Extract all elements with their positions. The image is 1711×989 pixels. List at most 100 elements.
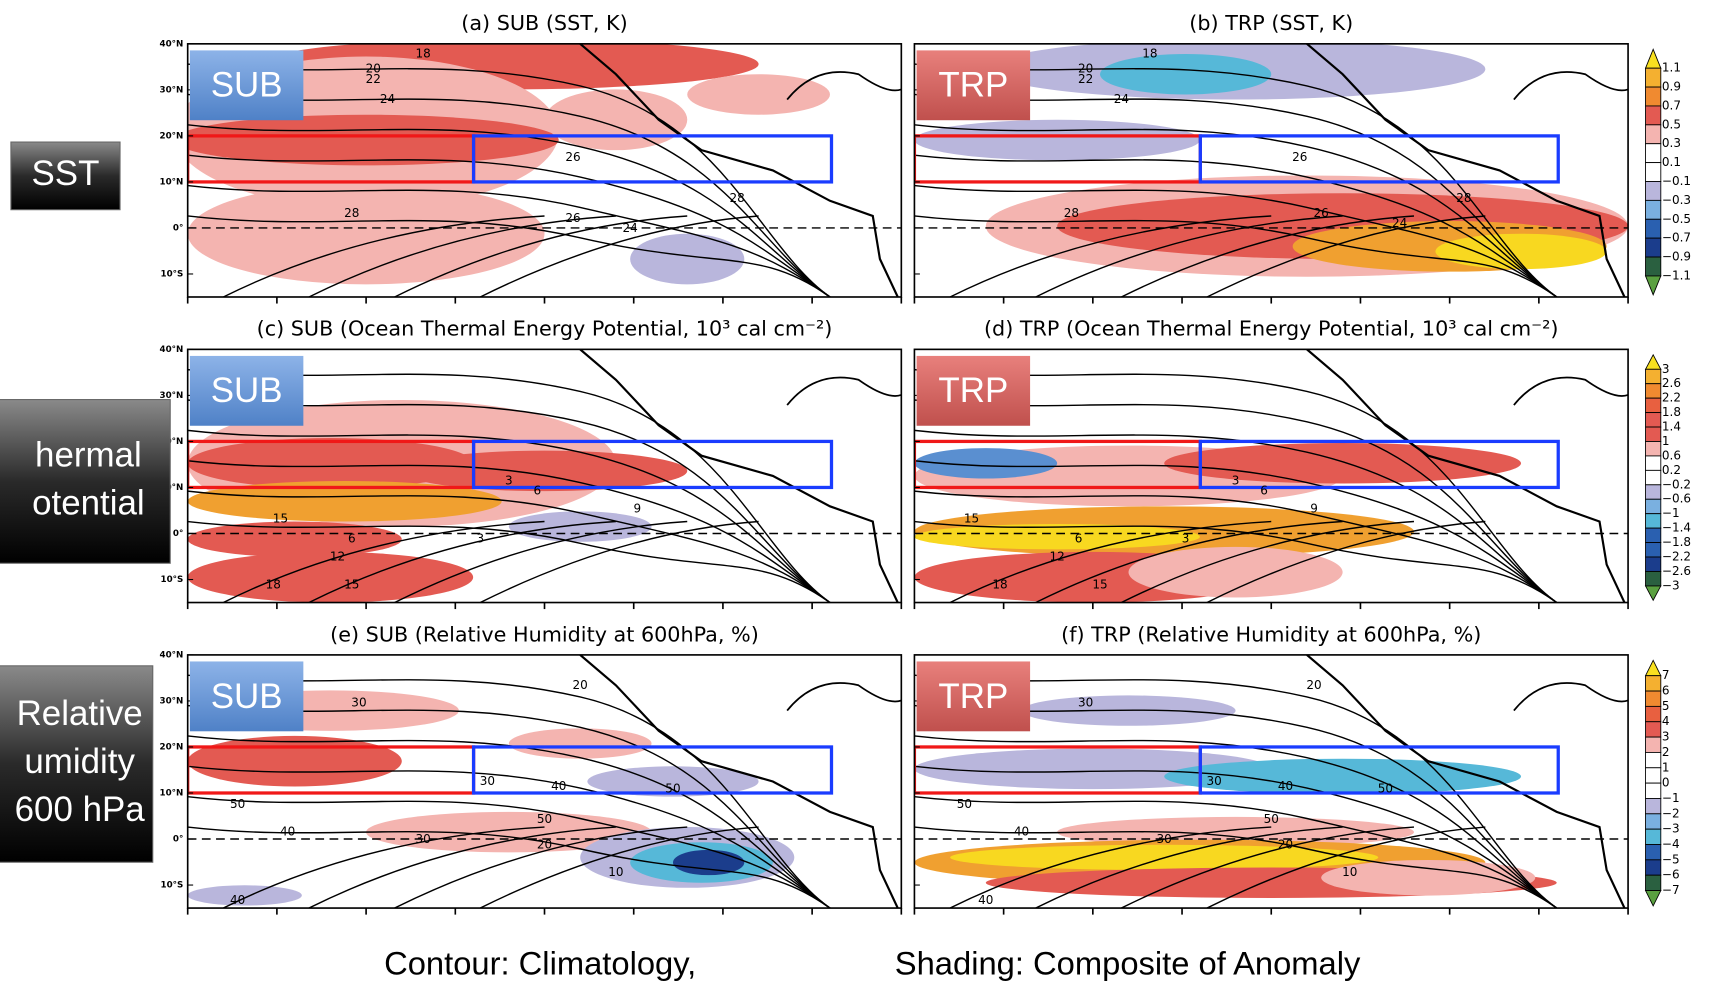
contour-line [308,520,616,603]
lat-label: 10°N [160,788,184,798]
map-panel: (c) SUB (Ocean Thermal Energy Potential,… [160,317,903,610]
contour-line [308,826,616,909]
panel-title: (c) SUB (Ocean Thermal Energy Potential,… [257,317,833,341]
colorbar-label: 2 [1662,745,1670,759]
colorbar-swatch [1645,143,1662,164]
colorbar-label: −3 [1662,822,1680,836]
contour-line [187,93,831,297]
region-box [1198,134,1560,184]
colorbar-swatch [1645,705,1662,723]
colorbar-swatch [1645,124,1662,145]
contour-line [914,490,1558,603]
anomaly-shading [1128,546,1343,598]
anomaly-shading [687,74,830,115]
contour-label: 15 [344,577,359,591]
row-label-box [0,665,154,863]
colorbar-label: −1.4 [1662,521,1691,535]
contour-line [914,184,1558,297]
colorbar-swatch [1645,441,1662,457]
contour-line [187,184,831,297]
map-content: 30 20 30 40 50 50 50 40 30 20 10 40 [187,654,902,909]
colorbar-arrow [1644,353,1662,370]
contour-label: 50 [537,812,552,826]
colorbar-swatch [1645,67,1662,88]
contour-line [187,154,831,297]
tag-text: SUB [211,66,283,105]
contour-line [1035,826,1343,909]
panel-title: (d) TRP (Ocean Thermal Energy Potential,… [984,317,1559,341]
contour-line [914,399,1558,603]
colorbar-swatch [1645,767,1662,784]
lat-label: 20°N [160,131,184,141]
anomaly-shading [1164,443,1522,484]
colorbar-swatch [1645,859,1662,876]
colorbar-label: −6 [1662,868,1680,882]
colorbar-swatch [1645,527,1662,544]
colorbar-label: 1.1 [1662,61,1681,75]
contour-line [1035,520,1343,603]
map-content: 3 6 9 15 6 3 12 18 15 [187,349,902,603]
colorbar-swatch [1645,218,1662,239]
map-panel: (e) SUB (Relative Humidity at 600hPa, %)… [160,622,903,915]
contour-label: 26 [1292,150,1307,164]
contour-line [914,735,1558,909]
colorbar-arrow [1644,890,1662,907]
contour-label: 40 [1014,825,1029,839]
coastline [579,349,899,603]
contour-line [479,826,759,909]
panel-title: (a) SUB (SST, K) [461,11,627,35]
region-box [471,745,834,795]
map-panel: (f) TRP (Relative Humidity at 600hPa, %)… [913,622,1629,915]
contour-line [187,460,831,603]
contour-label: 12 [330,549,345,563]
contour-line [187,368,831,603]
contour-line [223,520,545,603]
contour-label: 6 [534,484,542,498]
anomaly-shading [914,448,1058,479]
coastline [579,654,899,909]
region-box [1198,745,1560,795]
colorbar-label: −2.6 [1662,564,1691,578]
contour-label: 40 [1278,779,1293,793]
panel-title: (e) SUB (Relative Humidity at 600hPa, %) [330,622,759,646]
coastline [1306,43,1626,297]
colorbar-swatch [1645,455,1662,471]
region-box [471,439,834,490]
panel-tag: TRP [916,355,1031,426]
colorbar-arrow [1644,275,1662,296]
contour-label: 10 [1342,865,1357,879]
contour-label: 6 [1075,532,1083,546]
colorbar-label: 3 [1662,730,1670,744]
contour-line [914,460,1558,603]
colorbar-label: 7 [1662,668,1670,682]
contour-line [187,704,831,909]
contour-label: 10 [608,865,623,879]
region-box [471,134,834,184]
colorbar-swatch [1645,162,1662,182]
colorbar-swatch [1645,690,1662,707]
anomaly-shading [914,524,1200,550]
anomaly-shading [401,450,688,492]
colorbar-swatch [1645,571,1662,587]
contour-line [1121,215,1415,297]
colorbar-swatch [1645,412,1662,428]
contour-label: 18 [266,577,281,591]
contour-label: 6 [348,532,356,546]
row-label-box [0,399,171,564]
contour-label: 40 [551,779,566,793]
colorbar-arrow [1644,659,1662,677]
contour-label: 3 [476,532,484,546]
colorbar-label: 0.7 [1662,98,1681,112]
contour-label: 24 [1392,216,1407,230]
contour-label: 20 [1078,62,1093,76]
row-label: SST [10,141,121,211]
contour-line [308,215,616,297]
colorbar-label: −1.8 [1662,535,1691,549]
contour-label: 30 [1078,696,1093,710]
anomaly-shading [187,521,402,557]
region-box [1198,439,1560,490]
contour-line [914,520,1558,603]
lat-label: 20°N [160,437,184,447]
